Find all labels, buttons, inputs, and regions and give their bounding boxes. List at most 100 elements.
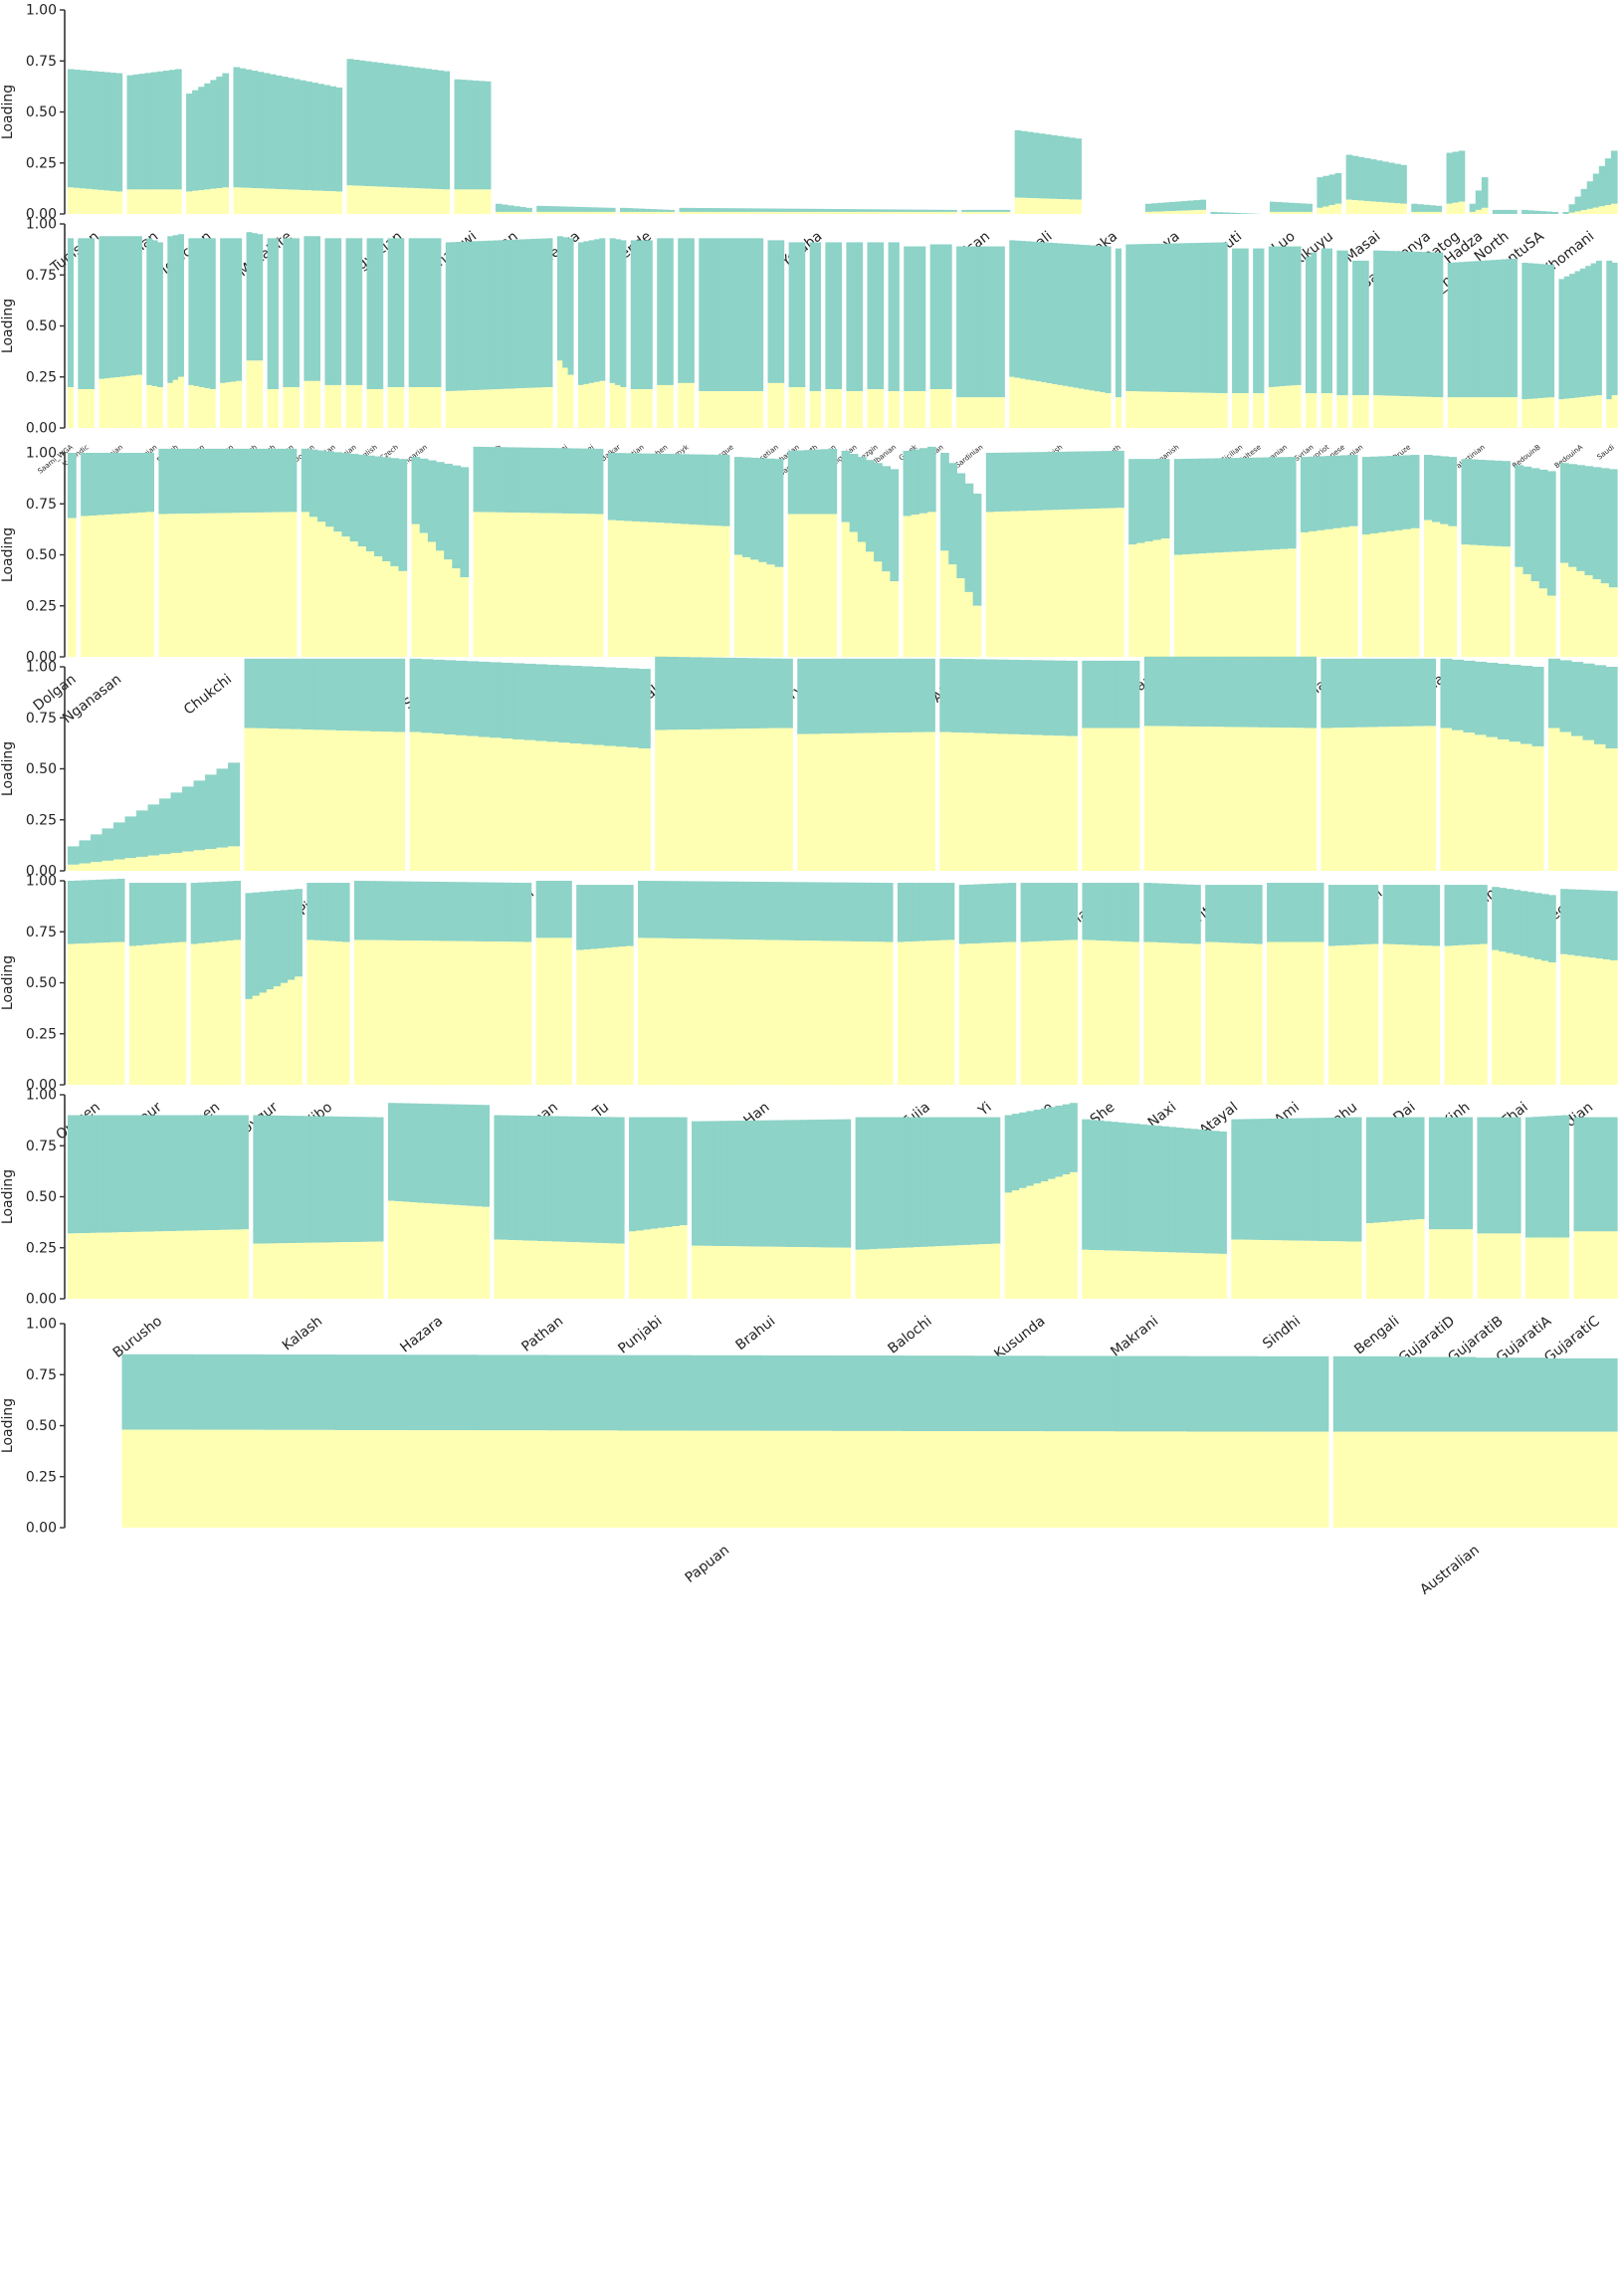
bar-segment-teal bbox=[1342, 885, 1350, 945]
bar-segment-teal bbox=[99, 236, 105, 379]
bar-segment-teal bbox=[139, 1115, 148, 1232]
bar-group-lahu: Lahu bbox=[1324, 885, 1379, 1133]
bar-segment-yellow bbox=[1540, 960, 1549, 1085]
bar-segment-yellow bbox=[1168, 392, 1175, 428]
bar-segment-teal bbox=[272, 448, 282, 513]
bar-segment-yellow bbox=[478, 736, 491, 871]
y-tick-label: 0.75 bbox=[26, 497, 57, 513]
bar-segment-teal bbox=[174, 448, 184, 515]
bar-segment-teal bbox=[902, 1355, 974, 1432]
bar-segment-teal bbox=[1498, 209, 1506, 214]
bar-segment-yellow bbox=[1481, 207, 1489, 214]
bar-segment-yellow bbox=[919, 211, 927, 214]
bar-segment-teal bbox=[1492, 887, 1500, 950]
bar-segment-yellow bbox=[143, 944, 151, 1085]
bar-segment-yellow bbox=[972, 605, 982, 657]
bar-segment-yellow bbox=[1477, 1233, 1486, 1299]
bar-segment-yellow bbox=[746, 391, 753, 428]
bar-segment-yellow bbox=[745, 211, 752, 214]
bar-segment-teal bbox=[401, 66, 408, 188]
bar-segment-yellow bbox=[919, 391, 926, 428]
bar-segment-yellow bbox=[1416, 1219, 1425, 1299]
bar-segment-teal bbox=[216, 76, 224, 189]
bar-segment-teal bbox=[878, 209, 886, 212]
bar-segment-yellow bbox=[941, 1245, 950, 1299]
bar-segment-yellow bbox=[251, 360, 258, 428]
bar-segment-teal bbox=[375, 881, 383, 940]
bar-segment-teal bbox=[1034, 883, 1043, 941]
bar-segment-teal bbox=[496, 882, 504, 942]
bar-segment-teal bbox=[97, 1115, 104, 1233]
bar-segment-yellow bbox=[481, 512, 491, 657]
bar-segment-yellow bbox=[1173, 554, 1183, 657]
bar-segment-yellow bbox=[317, 521, 326, 657]
bar-segment-teal bbox=[216, 768, 229, 848]
bar-segment-teal bbox=[1579, 268, 1586, 397]
y-tick-label: 0.75 bbox=[26, 1139, 57, 1154]
bar-segment-yellow bbox=[1040, 1181, 1049, 1299]
bar-segment-yellow bbox=[1332, 527, 1342, 657]
bar-segment-yellow bbox=[1339, 1241, 1347, 1299]
bar-segment-teal bbox=[1595, 1117, 1604, 1232]
bar-segment-teal bbox=[529, 447, 539, 514]
bar-segment-yellow bbox=[81, 516, 90, 657]
bar-segment-yellow bbox=[219, 1229, 228, 1299]
bar-segment-yellow bbox=[1399, 396, 1406, 428]
bar-segment-teal bbox=[640, 453, 650, 522]
bar-segment-yellow bbox=[1045, 198, 1052, 214]
bar-segment-yellow bbox=[460, 940, 469, 1085]
bar-segment-yellow bbox=[257, 188, 265, 214]
bar-segment-teal bbox=[1276, 202, 1283, 212]
bar-segment-yellow bbox=[1105, 393, 1112, 428]
bar-segment-yellow bbox=[109, 941, 118, 1085]
bar-segment-yellow bbox=[680, 938, 689, 1085]
bar-segment-teal bbox=[89, 1115, 98, 1233]
bar-segment-teal bbox=[82, 1115, 91, 1234]
bar-segment-yellow bbox=[1320, 728, 1333, 871]
bar-segment-teal bbox=[97, 453, 106, 516]
bar-segment-teal bbox=[750, 457, 759, 560]
bar-segment-yellow bbox=[948, 564, 957, 657]
bar-segment-yellow bbox=[1595, 395, 1602, 428]
bar-segment-yellow bbox=[446, 940, 455, 1085]
bar-segment-yellow bbox=[985, 512, 995, 657]
bar-segment-yellow bbox=[115, 191, 123, 214]
bar-segment-yellow bbox=[488, 389, 495, 428]
bar-segment-yellow bbox=[523, 739, 536, 871]
bar-segment-yellow bbox=[1389, 395, 1396, 428]
bar-segment-teal bbox=[750, 881, 759, 940]
bar-segment-teal bbox=[1070, 883, 1079, 940]
bar-segment-teal bbox=[68, 881, 76, 944]
bar-segment-yellow bbox=[1182, 554, 1191, 657]
bar-segment-teal bbox=[414, 238, 420, 387]
bar-segment-yellow bbox=[393, 731, 406, 871]
bar-segment-yellow bbox=[580, 1242, 589, 1299]
bar-segment-teal bbox=[1197, 1129, 1206, 1254]
bar-segment-yellow bbox=[1394, 1220, 1403, 1299]
bar-segment-yellow bbox=[678, 382, 685, 428]
bar-segment-yellow bbox=[1253, 1239, 1261, 1299]
bar-segment-yellow bbox=[178, 376, 184, 428]
bar-segment-teal bbox=[1332, 455, 1342, 528]
bar-segment-yellow bbox=[390, 565, 400, 657]
bar-segment-yellow bbox=[1425, 945, 1434, 1085]
bar-segment-teal bbox=[680, 881, 689, 939]
bar-segment-teal bbox=[1025, 241, 1032, 380]
bar-segment-teal bbox=[843, 658, 856, 733]
bar-segment-teal bbox=[944, 209, 951, 212]
bar-segment-teal bbox=[1306, 203, 1314, 212]
bar-segment-teal bbox=[124, 816, 137, 859]
bar-segment-teal bbox=[884, 209, 892, 212]
bar-segment-teal bbox=[890, 209, 898, 212]
bar-segment-yellow bbox=[977, 397, 984, 428]
bar-segment-yellow bbox=[872, 211, 880, 214]
bar-segment-yellow bbox=[854, 732, 867, 871]
bar-segment-teal bbox=[1363, 157, 1371, 202]
bar-segment-teal bbox=[199, 238, 206, 387]
bar-segment-teal bbox=[1412, 658, 1425, 727]
bar-segment-yellow bbox=[1580, 1231, 1589, 1299]
bar-segment-yellow bbox=[174, 514, 184, 657]
bar-segment-teal bbox=[1531, 667, 1544, 746]
bar-segment-yellow bbox=[1389, 727, 1402, 871]
bar-segment-yellow bbox=[546, 741, 559, 871]
